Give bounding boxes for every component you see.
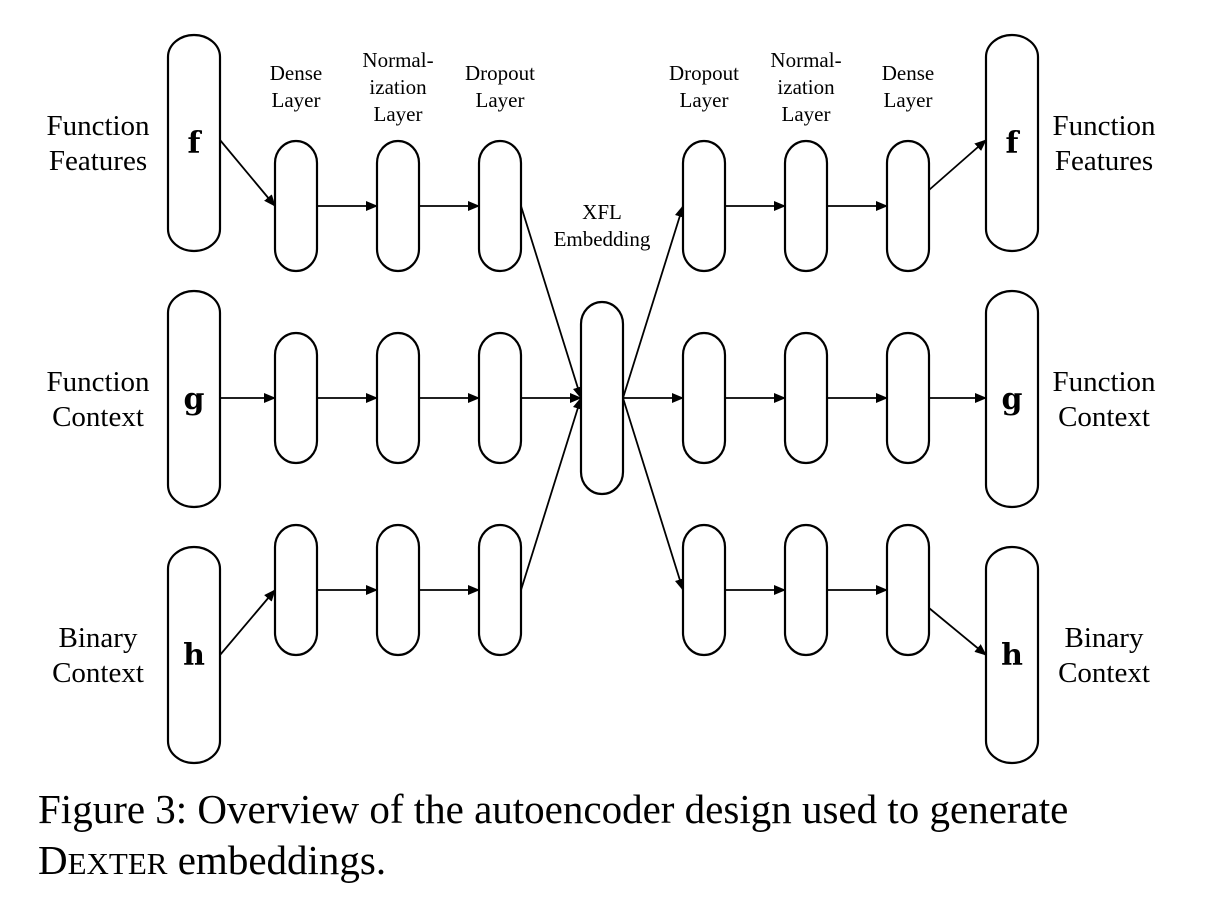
decoder-layer-node — [783, 331, 829, 465]
decoder-layer-label: Dense — [882, 61, 934, 85]
layer-nodes — [166, 33, 1040, 765]
encoder-layer-node — [375, 331, 421, 465]
caption-name-initial: D — [38, 837, 68, 883]
encoder-layer-label: ization — [369, 75, 427, 99]
edge-from-embedding — [622, 397, 685, 591]
decoder-layer-label: Layer — [884, 88, 933, 112]
decoder-layer-node — [783, 523, 829, 657]
xfl-embedding-node — [579, 300, 625, 496]
input-label-g: Function — [46, 366, 150, 398]
decoder-layer-label: Layer — [680, 88, 729, 112]
decoder-layer-label: Layer — [782, 102, 831, 126]
input-variable-f: f — [188, 126, 203, 161]
caption-text: Figure 3: Overview of the autoencoder de… — [38, 786, 1069, 832]
connection-arrows — [219, 139, 987, 656]
input-variable-g: g — [184, 382, 205, 417]
input-variable-h: h — [183, 638, 205, 673]
output-label-h: Binary — [1065, 622, 1144, 654]
output-label-g: Function — [1052, 366, 1156, 398]
input-node-g — [166, 289, 222, 509]
decoder-layer-node — [885, 331, 931, 465]
output-label-g: Context — [1058, 401, 1150, 433]
output-node-h — [984, 545, 1040, 765]
input-label-h: Context — [52, 657, 144, 689]
decoder-layer-node — [783, 139, 829, 273]
encoder-layer-label: Layer — [374, 102, 423, 126]
autoencoder-diagram: fFunctionFeaturesgFunctionContexthBinary… — [46, 33, 1156, 765]
encoder-layer-node — [477, 139, 523, 273]
input-node-f — [166, 33, 222, 253]
output-variable-g: g — [1002, 382, 1023, 417]
output-label-h: Context — [1058, 657, 1150, 689]
encoder-layer-label: Dense — [270, 61, 322, 85]
decoder-layer-node — [681, 331, 727, 465]
figure-caption: Figure 3: Overview of the autoencoder de… — [38, 784, 1188, 889]
encoder-layer-label: Dropout — [465, 61, 535, 85]
encoder-layer-label: Layer — [476, 88, 525, 112]
input-label-f: Function — [46, 110, 150, 142]
encoder-layer-label: Layer — [272, 88, 321, 112]
output-node-f — [984, 33, 1040, 253]
input-node-h — [166, 545, 222, 765]
xfl-embedding-label: XFL — [582, 200, 622, 224]
input-label-f: Features — [49, 145, 147, 177]
edge-from-embedding — [622, 205, 685, 399]
decoder-layer-node — [885, 523, 931, 657]
output-label-f: Features — [1055, 145, 1153, 177]
decoder-layer-node — [681, 523, 727, 657]
edge-h-to-dense — [219, 589, 276, 656]
edge-dense-to-f — [928, 139, 987, 191]
encoder-layer-node — [477, 331, 523, 465]
output-node-g — [984, 289, 1040, 509]
input-label-h: Binary — [59, 622, 138, 654]
encoder-layer-node — [273, 139, 319, 273]
xfl-embedding-label: Embedding — [554, 227, 651, 251]
decoder-layer-label: Normal- — [770, 48, 841, 72]
encoder-layer-node — [375, 523, 421, 657]
decoder-layer-node — [885, 139, 931, 273]
decoder-layer-label: Dropout — [669, 61, 739, 85]
output-label-f: Function — [1052, 110, 1156, 142]
output-variable-f: f — [1006, 126, 1021, 161]
decoder-layer-node — [681, 139, 727, 273]
caption-suffix: embeddings. — [167, 837, 387, 883]
edge-to-embedding — [520, 205, 583, 399]
encoder-layer-node — [477, 523, 523, 657]
encoder-layer-node — [273, 331, 319, 465]
output-variable-h: h — [1001, 638, 1023, 673]
encoder-layer-node — [273, 523, 319, 657]
encoder-layer-node — [375, 139, 421, 273]
input-label-g: Context — [52, 401, 144, 433]
encoder-layer-label: Normal- — [362, 48, 433, 72]
edge-dense-to-h — [928, 607, 987, 656]
edge-f-to-dense — [219, 139, 276, 207]
diagram-labels: fFunctionFeaturesgFunctionContexthBinary… — [46, 48, 1156, 689]
caption-name-rest: EXTER — [67, 846, 168, 881]
decoder-layer-label: ization — [777, 75, 835, 99]
edge-to-embedding — [520, 397, 583, 591]
